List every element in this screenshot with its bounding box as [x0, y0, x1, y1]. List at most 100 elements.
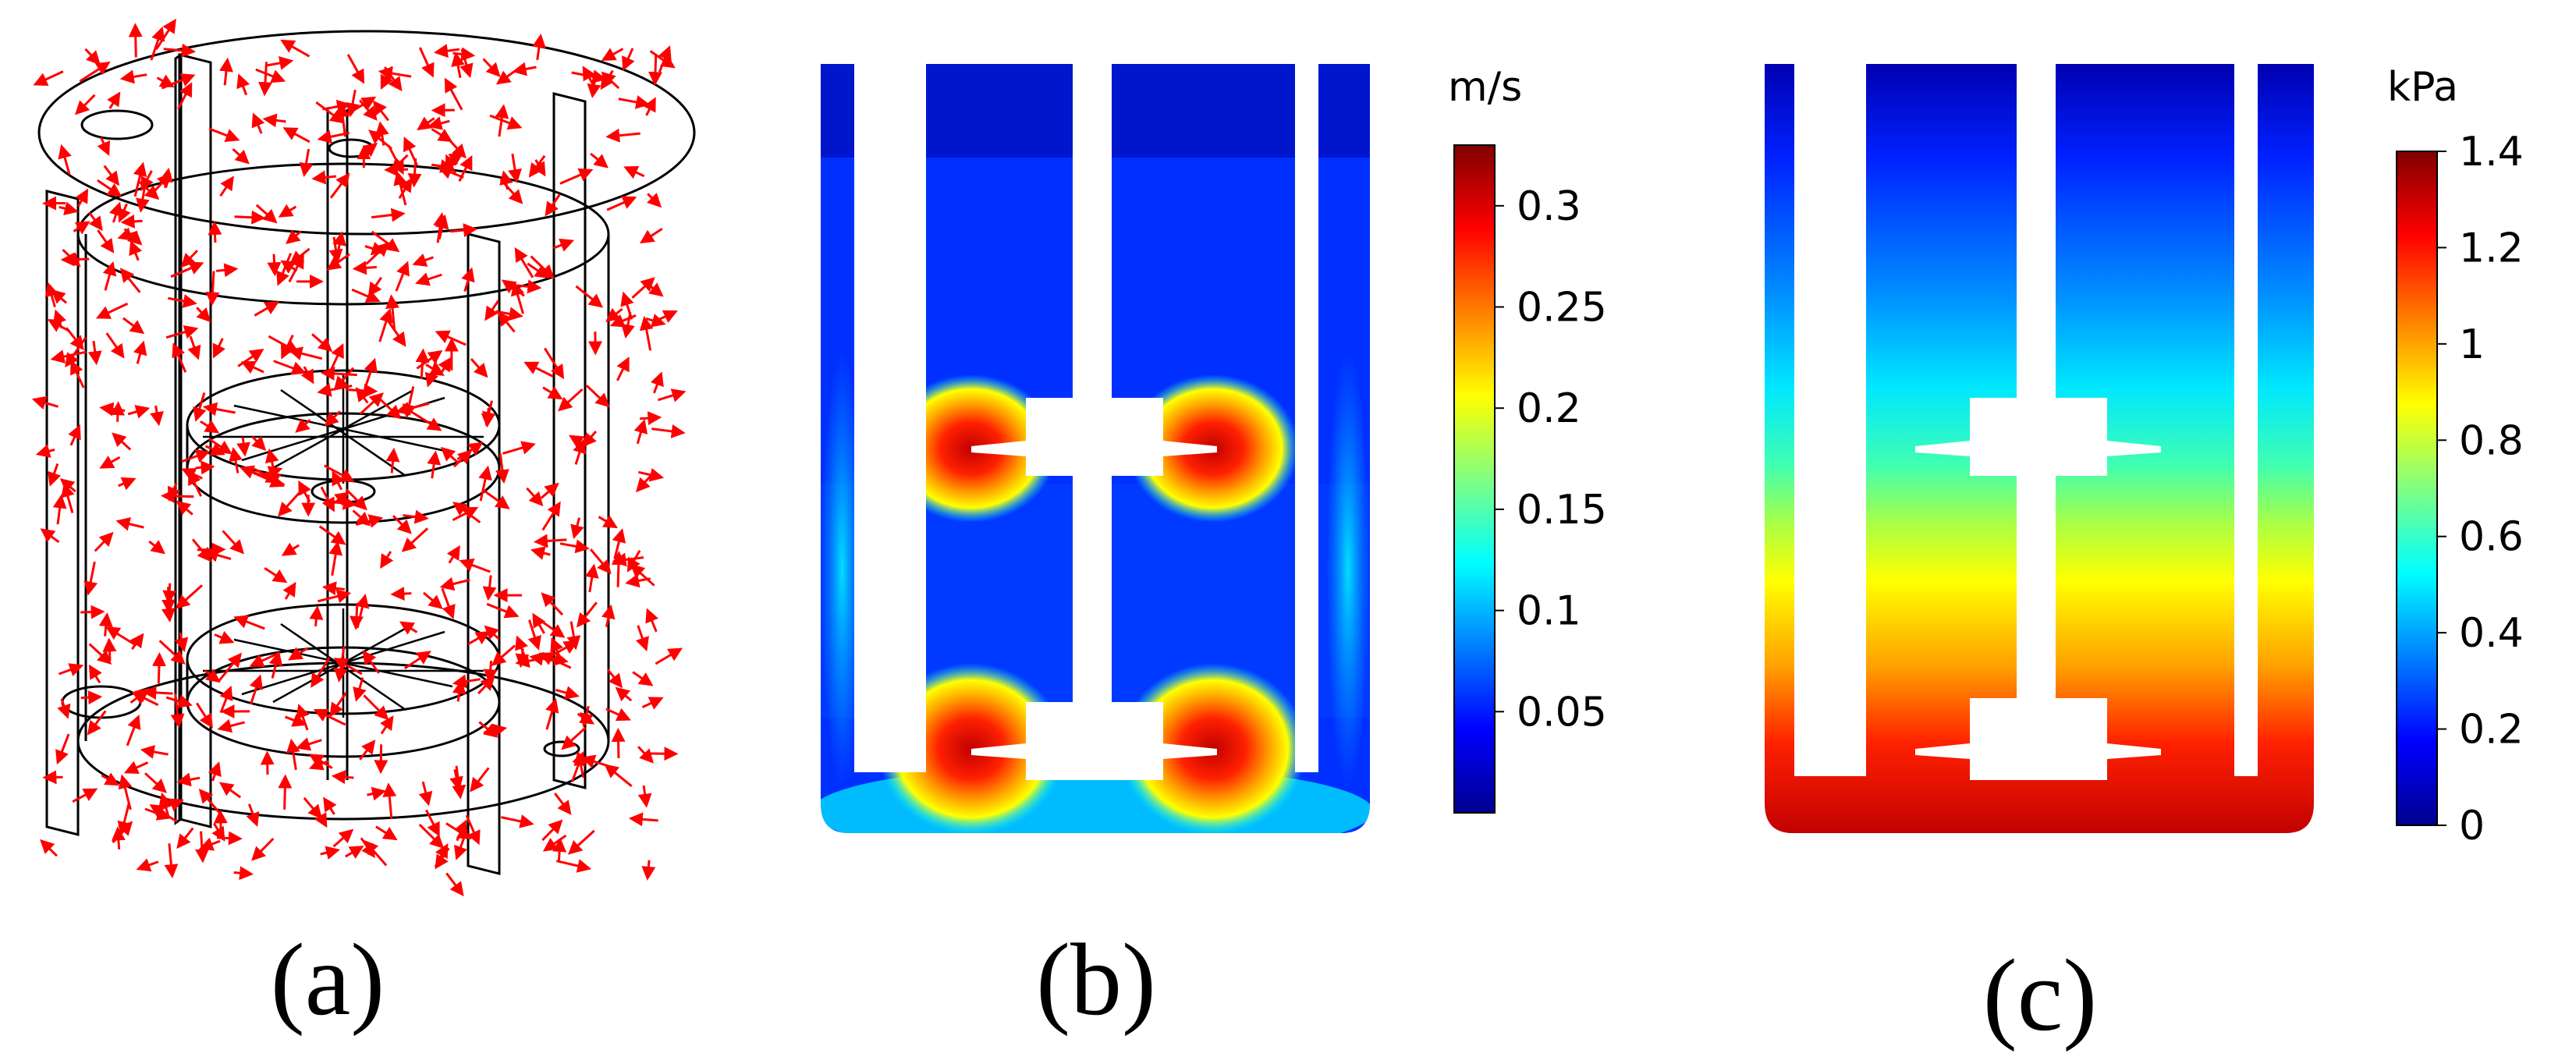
velocity-arrow [489, 114, 523, 130]
velocity-arrow [295, 418, 311, 433]
velocity-arrow [371, 230, 400, 253]
velocity-arrow [174, 632, 189, 653]
velocity-arrow [542, 834, 567, 852]
velocity-arrow [611, 727, 626, 759]
velocity-arrow [57, 698, 71, 719]
velocity-arrow [181, 468, 203, 481]
velocity-arrow [404, 651, 431, 670]
velocity-arrow [618, 95, 651, 109]
velocity-arrow [233, 866, 254, 881]
velocity-arrow [622, 48, 635, 72]
velocity-arrow [346, 54, 365, 84]
velocity-arrow [382, 782, 397, 819]
velocity-arrow [541, 501, 561, 531]
velocity-arrow [105, 332, 125, 359]
velocity-arrow [482, 400, 496, 427]
velocity-arrow [345, 383, 378, 398]
velocity-arrow [333, 658, 363, 676]
velocity-arrow [502, 441, 536, 455]
velocity-arrow [97, 137, 110, 156]
velocity-arrow [219, 685, 233, 714]
velocity-arrow [66, 327, 84, 351]
velocity-arrow [164, 843, 179, 879]
velocity-arrow [478, 465, 492, 502]
velocity-arrow [328, 541, 343, 576]
velocity-arrow [440, 446, 459, 464]
velocity-arrow [176, 772, 200, 787]
velocity-arrow [144, 807, 172, 821]
panel-b-velocity-contour [821, 62, 1496, 833]
velocity-arrow [68, 424, 81, 446]
velocity-arrow [176, 584, 204, 609]
upper-hub [1026, 398, 1163, 476]
velocity-arrow [128, 23, 143, 58]
velocity-arrow [431, 159, 455, 173]
velocity-arrow [88, 211, 103, 232]
velocity-arrow [133, 161, 147, 197]
velocity-arrow [546, 640, 579, 660]
velocity-arrow [435, 330, 467, 346]
velocity-arrow [416, 349, 443, 370]
velocity-arrow [79, 62, 111, 83]
velocity-arrow [516, 279, 542, 294]
velocity-arrow [105, 626, 137, 647]
velocity-arrow [258, 62, 273, 97]
velocity-arrow [601, 48, 624, 62]
velocity-arrow [364, 357, 378, 389]
velocity-arrow [288, 647, 309, 661]
velocity-arrow [651, 424, 686, 438]
velocity-arrow [152, 172, 172, 193]
velocity-arrow [542, 386, 563, 400]
velocity-arrow [633, 419, 648, 445]
velocity-arrow [236, 73, 250, 96]
velocity-arrow [604, 764, 633, 787]
velocity-arrow [380, 715, 394, 735]
velocity-arrow [344, 846, 364, 860]
velocity-arrow [140, 745, 169, 759]
velocity-arrow [587, 71, 601, 99]
panel-c-label: (c) [1982, 938, 2098, 1052]
velocity-arrow [345, 488, 367, 511]
velocity-arrow [628, 812, 658, 827]
velocity-arrow [286, 738, 300, 771]
velocity-arrow [418, 781, 433, 807]
velocity-arrow [615, 686, 633, 702]
velocity-arrow [281, 542, 300, 556]
colorbar-tick-label: 0.2 [2459, 707, 2524, 754]
velocity-arrow [155, 18, 176, 50]
velocity-arrow [97, 229, 115, 254]
colorbar-tick-label: 0.25 [1517, 285, 1607, 332]
velocity-arrow [262, 113, 286, 128]
velocity-arrow [532, 34, 546, 61]
velocity-arrow [260, 750, 275, 775]
velocity-arrow [482, 575, 497, 601]
velocity-arrow [187, 335, 201, 360]
velocity-arrow [324, 410, 342, 427]
velocity-arrow [611, 551, 626, 587]
velocity-arrow [236, 437, 251, 457]
velocity-arrow [214, 630, 235, 644]
velocity-arrow [637, 746, 655, 764]
baffle-left-back [178, 53, 212, 828]
colorbar-tick-label: 0.6 [2459, 514, 2524, 561]
velocity-arrow [392, 515, 412, 534]
velocity-arrow [385, 447, 400, 473]
velocity-arrow [428, 116, 450, 130]
velocity-arrow [482, 58, 501, 77]
velocity-arrow [626, 549, 641, 573]
velocity-arrow [495, 66, 520, 85]
velocity-arrow [609, 314, 637, 328]
velocity-arrow [459, 48, 474, 79]
velocity-arrow [180, 250, 199, 268]
velocity-arrow [378, 66, 412, 80]
velocity-arrow [95, 302, 129, 319]
colorbar-tick-label: 0.15 [1517, 487, 1607, 534]
velocity-arrow [353, 677, 367, 702]
velocity-arrow [360, 837, 375, 859]
velocity-arrow [415, 272, 442, 286]
velocity-arrow [444, 77, 463, 111]
velocity-arrow [204, 669, 221, 683]
velocity-arrow [229, 447, 243, 473]
velocity-arrow [299, 148, 314, 178]
